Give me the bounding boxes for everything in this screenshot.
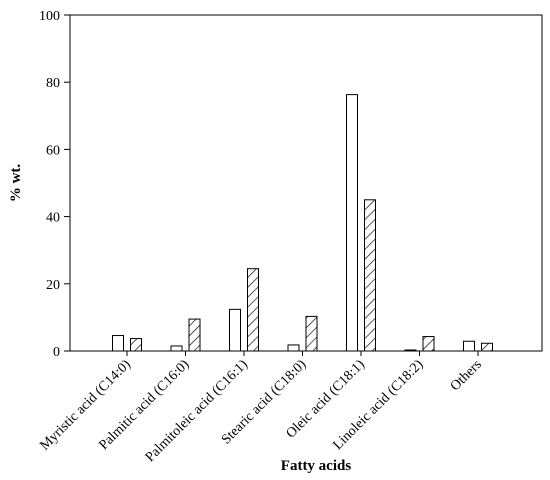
x-category-label: Palmitoleic acid (C16:1) [143, 357, 251, 465]
bar-plain [229, 308, 241, 352]
x-category-label: Others [448, 357, 485, 394]
bar-hatched [305, 315, 318, 352]
bar-plain [170, 345, 183, 352]
bar-plain [112, 335, 124, 352]
y-tick-label: 80 [46, 76, 60, 91]
y-tick-label: 60 [46, 143, 60, 158]
bar-hatched [364, 199, 376, 352]
bar-hatched [130, 338, 142, 352]
bar-plain [287, 344, 300, 352]
plot-frame [69, 14, 543, 352]
x-axis-title: Fatty acids [281, 458, 352, 474]
y-tick-label: 40 [46, 211, 60, 226]
bar-hatched [481, 342, 493, 352]
y-tick-label: 20 [46, 278, 60, 293]
axes [64, 14, 543, 356]
bar-hatched [422, 336, 435, 352]
bars [112, 94, 493, 352]
bar-hatched [188, 318, 201, 352]
bar-plain [346, 94, 358, 352]
bar-plain [404, 349, 417, 352]
y-tick-label: 100 [39, 9, 60, 24]
y-tick-label: 0 [53, 345, 60, 360]
bar-plain [463, 340, 475, 352]
bar-hatched [247, 268, 259, 352]
y-axis-title: % wt. [8, 164, 24, 203]
